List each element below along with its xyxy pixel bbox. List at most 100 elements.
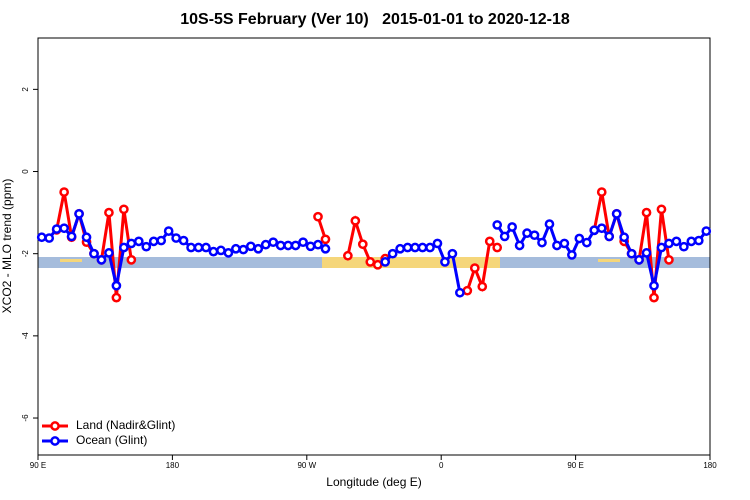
point [701, 226, 712, 236]
point [81, 232, 92, 243]
point [44, 233, 55, 243]
point [372, 259, 383, 270]
point [537, 237, 547, 248]
x-tick-label: 0 [439, 461, 444, 470]
y-tick-label: -4 [21, 332, 30, 340]
point [656, 204, 667, 215]
point [664, 255, 674, 265]
point [141, 241, 152, 252]
point [238, 244, 249, 255]
x-tick-label: 90 W [297, 461, 316, 470]
point [425, 242, 435, 253]
point [148, 236, 159, 247]
point [469, 263, 480, 273]
point [529, 230, 540, 241]
point [447, 248, 458, 259]
point [679, 241, 689, 252]
point [208, 246, 219, 257]
point [365, 257, 376, 267]
point [96, 255, 107, 265]
point [649, 280, 659, 291]
point [343, 250, 353, 261]
y-tick-label: -6 [21, 414, 30, 422]
point [522, 228, 532, 238]
point [260, 239, 271, 250]
point [223, 248, 234, 258]
point [193, 242, 204, 253]
point [231, 243, 241, 254]
point [171, 233, 181, 243]
point [89, 248, 99, 259]
point [567, 250, 577, 260]
x-tick-label: 90 E [567, 461, 583, 470]
point [514, 240, 525, 251]
point [492, 242, 503, 253]
point [380, 257, 391, 267]
point [477, 281, 488, 292]
point [664, 238, 674, 249]
point [686, 236, 697, 247]
point [611, 208, 622, 219]
point [253, 243, 264, 254]
point [641, 207, 652, 218]
point [74, 208, 84, 219]
point [484, 236, 495, 247]
point [604, 231, 615, 242]
point [641, 248, 652, 258]
x-axis-label: Longitude (deg E) [326, 475, 421, 489]
x-tick-label: 180 [703, 461, 717, 470]
point [320, 234, 331, 245]
land-strip [322, 257, 500, 268]
point [111, 280, 122, 291]
point [589, 225, 600, 236]
point [619, 232, 629, 243]
legend-label: Land (Nadir&Glint) [76, 418, 175, 432]
point [402, 242, 413, 253]
point [656, 242, 667, 253]
land-strip [598, 259, 620, 262]
point [51, 224, 62, 234]
point [104, 207, 114, 218]
point [59, 223, 69, 234]
point [104, 248, 114, 258]
point [559, 238, 570, 249]
point [268, 237, 279, 248]
point [455, 287, 465, 298]
point [440, 257, 450, 267]
point [36, 232, 47, 243]
point [186, 242, 196, 253]
point [126, 238, 137, 249]
point [596, 187, 607, 197]
chart-title: 10S-5S February (Ver 10) 2015-01-01 to 2… [180, 11, 570, 28]
legend: Land (Nadir&Glint)Ocean (Glint) [42, 418, 175, 447]
point [163, 226, 174, 236]
point [178, 235, 189, 246]
point [671, 236, 682, 247]
point [350, 215, 361, 226]
point [499, 231, 510, 242]
point [432, 238, 443, 249]
point [507, 222, 517, 232]
point [245, 241, 256, 252]
y-axis-label: XCO2 - MLO trend (ppm) [0, 179, 14, 314]
land-strip [60, 259, 82, 262]
point [693, 235, 704, 246]
point [395, 243, 405, 254]
point [201, 242, 211, 253]
point [410, 242, 420, 253]
point [649, 292, 659, 303]
point [119, 204, 129, 215]
y-tick-label: -2 [21, 250, 30, 258]
y-tick-label: 0 [21, 169, 30, 174]
point [596, 223, 607, 234]
legend-label: Ocean (Glint) [76, 433, 147, 447]
point [544, 219, 555, 229]
point [133, 236, 144, 247]
point [305, 241, 316, 252]
point [462, 285, 473, 296]
legend-marker [50, 436, 60, 446]
point [111, 292, 122, 303]
point [313, 239, 323, 250]
